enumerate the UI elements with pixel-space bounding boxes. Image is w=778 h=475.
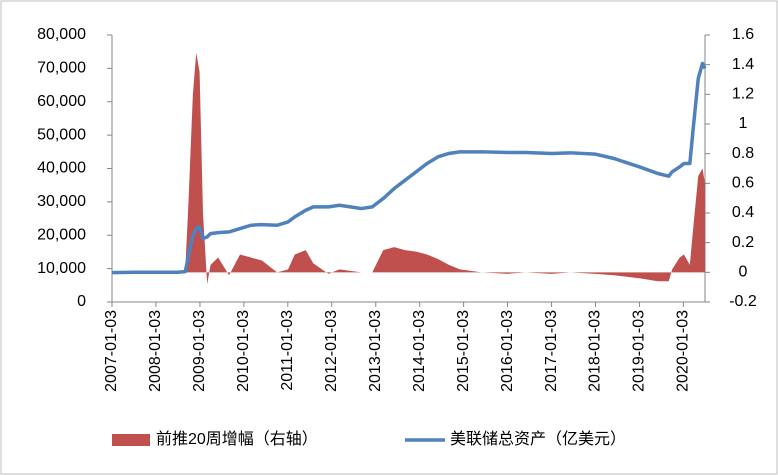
y-tick-label: 80,000 bbox=[37, 26, 86, 43]
y2-tick-label: -0.2 bbox=[729, 293, 757, 310]
y2-tick-label: 0 bbox=[739, 264, 748, 281]
legend-swatch bbox=[112, 434, 150, 446]
y-tick-label: 20,000 bbox=[37, 226, 86, 243]
x-tick-label: 2012-01-03 bbox=[323, 310, 340, 392]
y-tick-label: 40,000 bbox=[37, 160, 86, 177]
x-tick-label: 2015-01-03 bbox=[455, 310, 472, 392]
x-tick-label: 2008-01-03 bbox=[147, 310, 164, 392]
y2-tick-label: 0.8 bbox=[732, 145, 754, 162]
y-tick-label: 70,000 bbox=[37, 60, 86, 77]
x-tick-label: 2011-01-03 bbox=[279, 310, 296, 391]
legend-label: 美联储总资产（亿美元） bbox=[450, 430, 626, 448]
y-tick-label: 30,000 bbox=[37, 193, 86, 210]
x-tick-label: 2010-01-03 bbox=[235, 310, 252, 392]
y2-tick-label: 1 bbox=[739, 115, 748, 132]
y2-tick-label: 1.6 bbox=[732, 26, 754, 43]
y-tick-label: 10,000 bbox=[37, 260, 86, 277]
y2-tick-label: 1.2 bbox=[732, 86, 754, 103]
x-tick-label: 2019-01-03 bbox=[631, 310, 648, 392]
x-tick-label: 2020-01-03 bbox=[675, 310, 692, 392]
x-tick-label: 2014-01-03 bbox=[411, 310, 428, 392]
y2-tick-label: 0.2 bbox=[732, 234, 754, 251]
x-tick-label: 2017-01-03 bbox=[543, 310, 560, 392]
x-tick-label: 2013-01-03 bbox=[367, 310, 384, 392]
x-tick-label: 2009-01-03 bbox=[191, 310, 208, 392]
y-tick-label: 60,000 bbox=[37, 93, 86, 110]
y2-tick-label: 0.4 bbox=[732, 204, 754, 221]
line bbox=[111, 61, 707, 275]
x-tick-label: 2007-01-03 bbox=[103, 310, 120, 392]
legend-label: 前推20周增幅（右轴） bbox=[156, 430, 318, 448]
y-tick-label: 0 bbox=[77, 293, 86, 310]
y2-tick-label: 0.6 bbox=[732, 175, 754, 192]
x-tick-label: 2018-01-03 bbox=[587, 310, 604, 392]
x-tick-label: 2016-01-03 bbox=[499, 310, 516, 392]
y2-tick-label: 1.4 bbox=[732, 56, 754, 73]
y-tick-label: 50,000 bbox=[37, 126, 86, 143]
